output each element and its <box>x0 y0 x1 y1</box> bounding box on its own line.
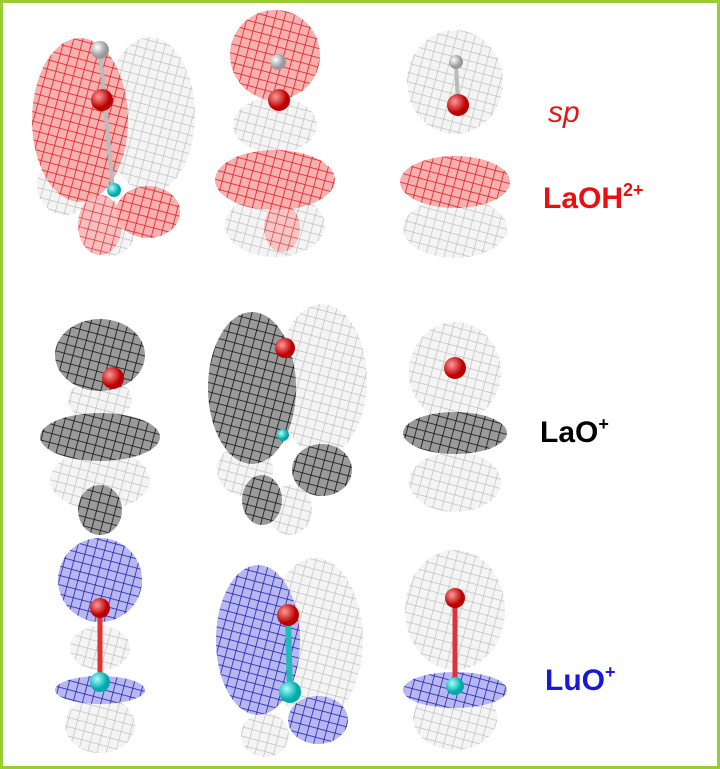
hybrid-label: sp <box>548 96 580 129</box>
orbital-row-2 <box>40 304 507 535</box>
charge: 2+ <box>623 180 644 200</box>
charge: + <box>605 662 616 682</box>
page: sp LaOH2+ LaO+ <box>0 0 720 769</box>
formula: LaO <box>540 416 598 449</box>
figure: sp LaOH2+ LaO+ <box>0 0 720 769</box>
species-label: LuO+ <box>545 662 616 697</box>
formula: LaOH <box>543 182 623 215</box>
formula: LuO <box>545 664 605 697</box>
charge: + <box>598 414 609 434</box>
